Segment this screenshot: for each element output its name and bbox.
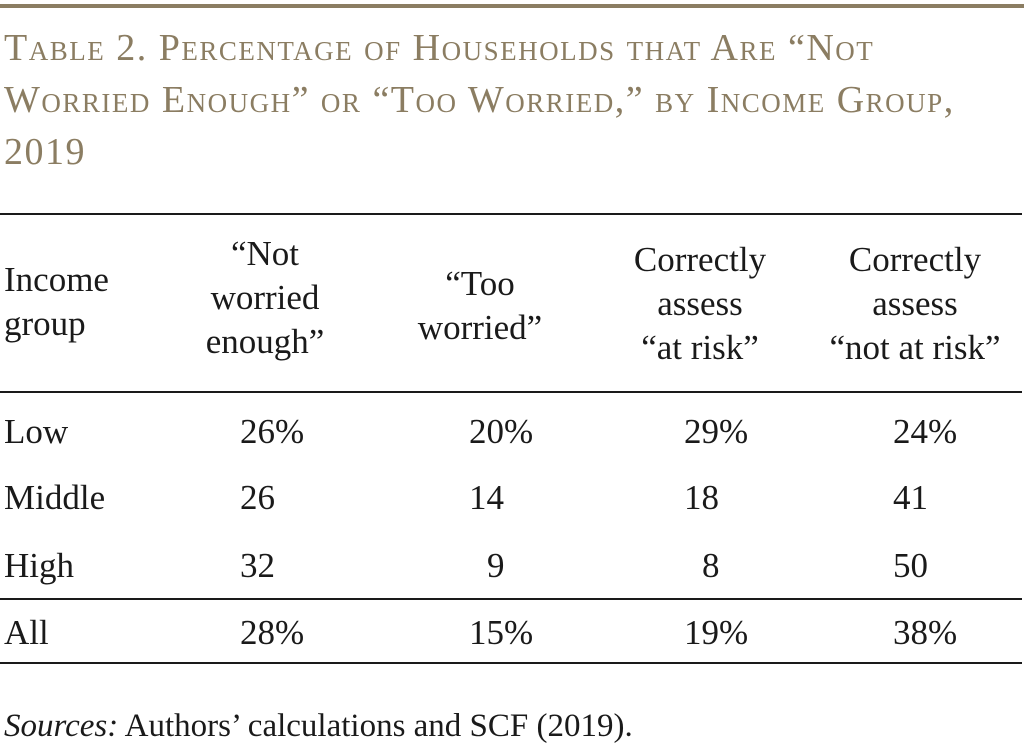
cell-all-not-worried: 28% bbox=[240, 613, 305, 652]
cell-middle-not-at-risk: 41 bbox=[893, 478, 928, 517]
cell-low-not-worried: 26% bbox=[240, 412, 305, 451]
cell-middle-too-worried: 14 bbox=[469, 478, 504, 517]
header-correct-not-at-risk: Correctly assess “not at risk” bbox=[829, 240, 1001, 367]
cell-middle-at-risk: 18 bbox=[684, 478, 719, 517]
row-label-high: High bbox=[4, 546, 74, 585]
total-top-rule bbox=[0, 598, 1022, 600]
table-title: Table 2. Percentage of Households that A… bbox=[4, 27, 955, 173]
header-not-worried-enough: “Not worried enough” bbox=[205, 234, 325, 361]
header-correct-at-risk: Correctly assess “at risk” bbox=[633, 240, 767, 367]
sources-note: Sources: Authors’ calculations and SCF (… bbox=[4, 704, 633, 748]
row-label-low: Low bbox=[4, 412, 69, 451]
cell-all-not-at-risk: 38% bbox=[893, 613, 958, 652]
header-bottom-rule bbox=[0, 391, 1022, 393]
header-top-rule bbox=[0, 213, 1022, 215]
cell-high-too-worried: 9 bbox=[487, 546, 505, 585]
row-label-all: All bbox=[4, 613, 49, 652]
header-income-group: Income group bbox=[4, 260, 109, 343]
sources-label: Sources: bbox=[4, 708, 119, 744]
cell-high-not-worried: 32 bbox=[240, 546, 275, 585]
cell-low-not-at-risk: 24% bbox=[893, 412, 958, 451]
sources-text: Authors’ calculations and SCF (2019). bbox=[118, 708, 633, 744]
row-label-middle: Middle bbox=[4, 478, 106, 517]
cell-all-at-risk: 19% bbox=[684, 613, 749, 652]
top-rule bbox=[0, 4, 1024, 8]
cell-high-at-risk: 8 bbox=[702, 546, 720, 585]
cell-low-too-worried: 20% bbox=[469, 412, 534, 451]
cell-all-too-worried: 15% bbox=[469, 613, 534, 652]
table-bottom-rule bbox=[0, 662, 1022, 664]
header-too-worried: “Too worried” bbox=[417, 264, 543, 347]
cell-high-not-at-risk: 50 bbox=[893, 546, 928, 585]
cell-low-at-risk: 29% bbox=[684, 412, 749, 451]
cell-middle-not-worried: 26 bbox=[240, 478, 275, 517]
